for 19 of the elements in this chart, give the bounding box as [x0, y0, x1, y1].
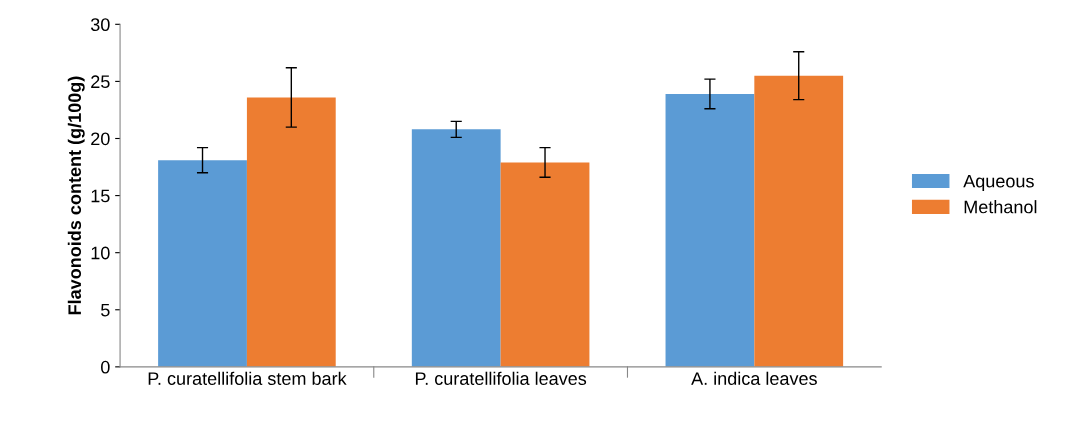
bar	[246, 97, 336, 367]
y-tick-label: 20	[91, 132, 110, 146]
bar	[500, 162, 590, 367]
y-tick-label: 15	[91, 189, 110, 203]
x-tick-label: P. curatellifolia leaves	[415, 371, 587, 385]
y-tick-label: 5	[101, 303, 110, 317]
legend-label: Aqueous	[963, 174, 1034, 192]
bar	[754, 75, 844, 367]
bar	[411, 129, 501, 367]
y-tick-label: 10	[91, 246, 110, 260]
x-tick-label: P. curatellifolia stem bark	[148, 371, 347, 385]
x-tick-label: A. indica leaves	[691, 371, 817, 385]
y-tick-label: 30	[90, 18, 110, 32]
bar	[665, 93, 755, 367]
legend-label: Methanol	[964, 200, 1037, 214]
y-tick-label: 25	[91, 75, 110, 89]
y-tick-label: 0	[101, 360, 110, 374]
bar	[158, 160, 247, 367]
y-axis-title: Flavonoids content (g/100g)	[67, 76, 85, 315]
